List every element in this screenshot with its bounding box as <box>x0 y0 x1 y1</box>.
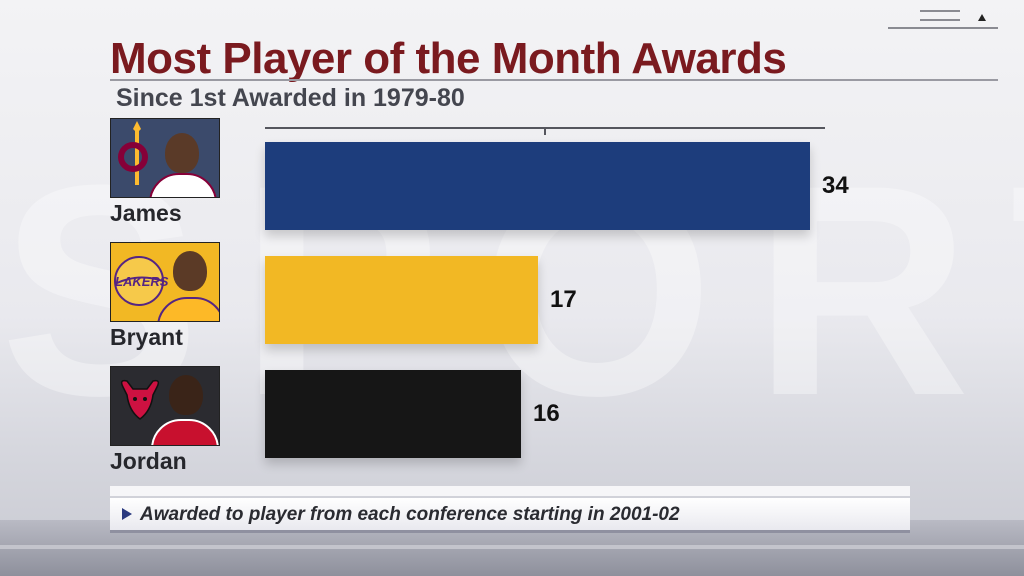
player-name-bryant: Bryant <box>110 324 183 350</box>
player-bryant: LAKERS Bryant <box>110 242 270 351</box>
corner-divider <box>888 27 998 29</box>
chart-title: Most Player of the Month Awards <box>110 34 787 83</box>
axis-tick <box>544 127 546 135</box>
james-photo <box>110 118 220 198</box>
floor-line <box>0 545 1024 549</box>
bulls-logo-icon <box>120 379 160 420</box>
menu-lines-icon <box>920 10 960 24</box>
title-divider <box>110 79 998 81</box>
bar-bryant <box>265 256 538 344</box>
bar-james <box>265 142 810 230</box>
svg-text:LAKERS: LAKERS <box>115 274 169 289</box>
player-james: James <box>110 118 270 227</box>
player-jordan: Jordan <box>110 366 270 475</box>
footnote-top-strip <box>110 486 910 496</box>
lakers-logo-icon: LAKERS <box>114 256 169 306</box>
player-name-jordan: Jordan <box>110 448 187 474</box>
chart-subtitle: Since 1st Awarded in 1979-80 <box>116 84 465 112</box>
value-label-bryant: 17 <box>550 286 577 313</box>
jordan-photo <box>110 366 220 446</box>
value-label-james: 34 <box>822 172 849 199</box>
footnote-bar: Awarded to player from each conference s… <box>110 498 910 533</box>
bryant-photo: LAKERS <box>110 242 220 322</box>
footnote-text: Awarded to player from each conference s… <box>140 504 680 525</box>
bar-jordan <box>265 370 521 458</box>
up-arrow-icon <box>978 14 986 21</box>
cavaliers-logo-icon <box>118 121 148 185</box>
play-triangle-icon <box>122 508 132 520</box>
player-name-james: James <box>110 200 182 226</box>
value-label-jordan: 16 <box>533 400 560 427</box>
